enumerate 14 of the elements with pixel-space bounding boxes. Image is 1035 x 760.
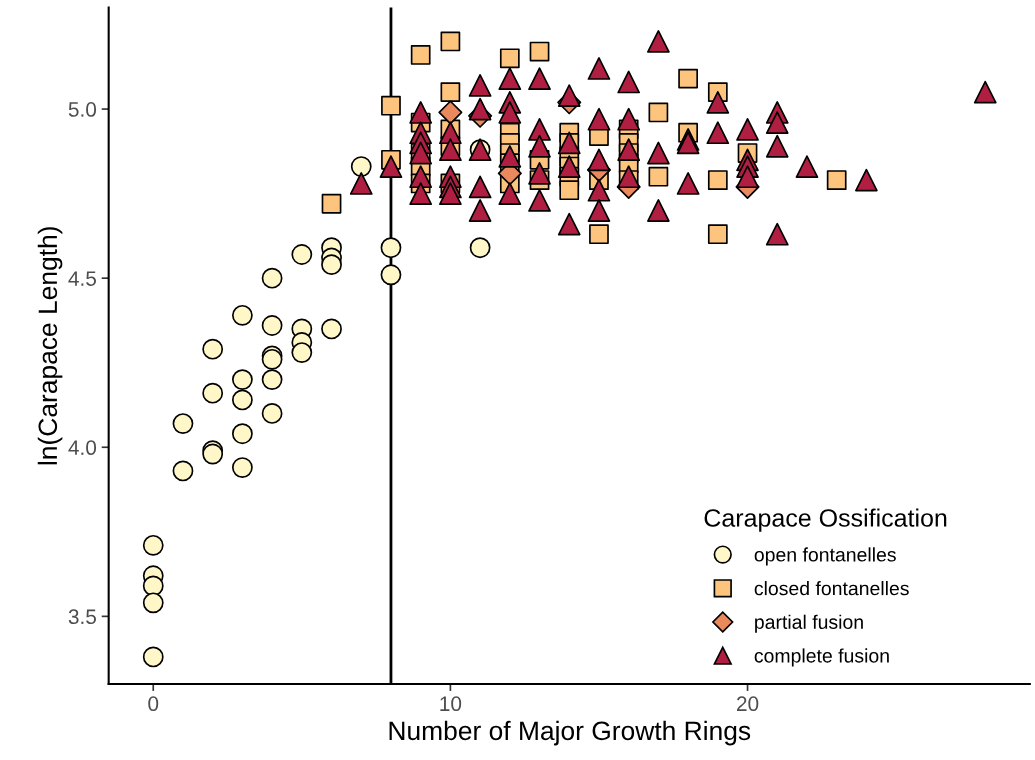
x-axis-title: Number of Major Growth Rings [389, 720, 751, 746]
y-axis-title: ln(Carapace Length) [37, 227, 63, 465]
y-tick-label: 3.5 [68, 609, 96, 625]
y-tick-label: 4.5 [68, 271, 96, 286]
legend-label: partial fusion [755, 614, 863, 633]
legend-label: closed fontanelles [754, 581, 909, 596]
legend-label: complete fusion [754, 648, 889, 667]
legend-label: open fontanelles [754, 547, 896, 566]
y-tick-label: 5.0 [68, 102, 97, 117]
x-tick-label: 0 [148, 696, 159, 712]
x-tick-label: 10 [440, 696, 462, 712]
y-tick-label: 4.0 [68, 440, 97, 456]
x-tick-label: 20 [737, 696, 759, 712]
legend-title: Carapace Ossification [704, 508, 947, 532]
